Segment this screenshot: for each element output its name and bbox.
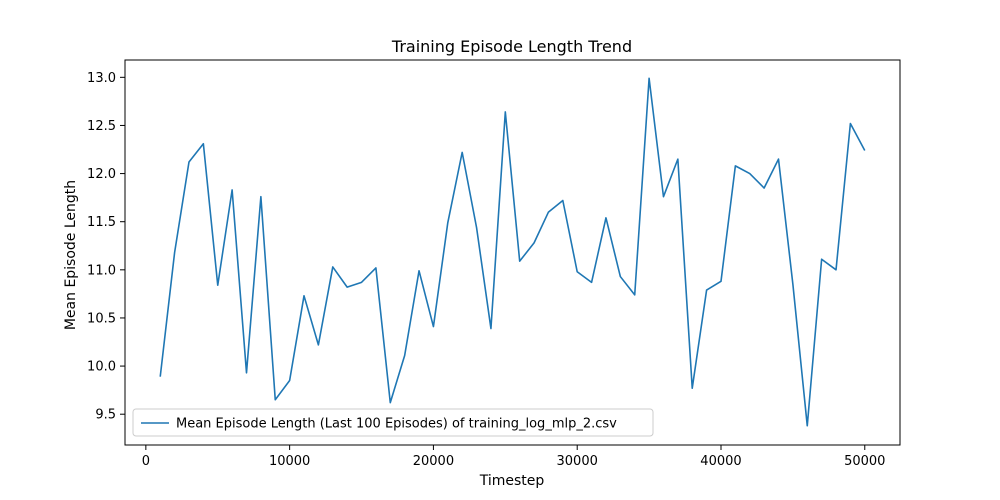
y-tick-label: 12.5 — [87, 119, 116, 134]
y-tick-label: 13.0 — [87, 71, 116, 86]
x-tick-label: 30000 — [557, 454, 598, 469]
plot-area — [159, 77, 866, 427]
y-tick-label: 10.5 — [87, 311, 116, 326]
y-tick-label: 12.0 — [87, 167, 116, 182]
x-tick-label: 0 — [142, 454, 150, 469]
x-tick-label: 50000 — [844, 454, 885, 469]
legend-box — [132, 408, 654, 437]
axes-frame — [124, 59, 901, 446]
legend: Mean Episode Length (Last 100 Episodes) … — [132, 408, 654, 437]
x-tick-label: 40000 — [700, 454, 741, 469]
y-tick-label: 11.0 — [87, 263, 116, 278]
y-axis-title: Mean Episode Length — [63, 180, 79, 330]
series-line-0 — [159, 77, 866, 427]
y-tick-label: 11.5 — [87, 215, 116, 230]
legend-label: Mean Episode Length (Last 100 Episodes) … — [176, 417, 617, 432]
x-tick-label: 10000 — [269, 454, 310, 469]
x-tick-label: 20000 — [413, 454, 454, 469]
y-tick-label: 9.5 — [95, 408, 116, 423]
x-axis-title: Timestep — [479, 473, 545, 489]
chart-title: Training Episode Length Trend — [391, 37, 632, 56]
y-tick-label: 10.0 — [87, 360, 116, 375]
axes: 0 10000 20000 30000 40000 50000 9.5 10.0 10.5 11.… — [87, 59, 901, 469]
